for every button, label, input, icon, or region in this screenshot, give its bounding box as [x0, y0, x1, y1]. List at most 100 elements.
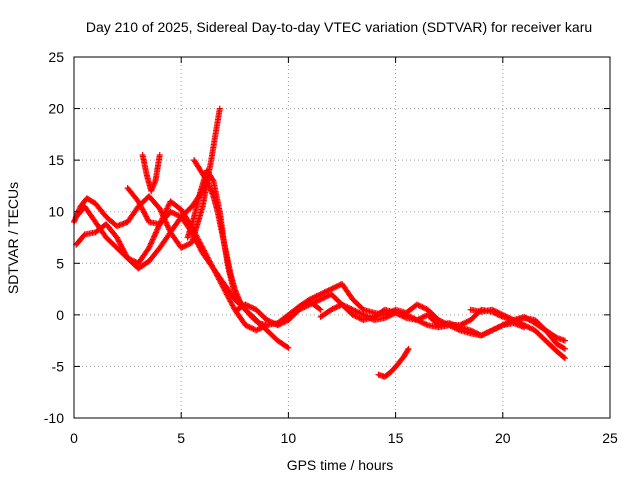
y-tick-label: -5 [52, 358, 65, 374]
data-point-marker [174, 211, 181, 218]
y-tick-label: -10 [44, 410, 64, 426]
data-point-marker [209, 176, 216, 183]
data-point-marker [125, 255, 132, 262]
data-point-marker [352, 307, 359, 314]
data-point-marker [149, 236, 156, 243]
data-point-marker [411, 315, 418, 322]
data-point-marker [170, 210, 177, 217]
data-point-marker [388, 311, 395, 318]
data-point-marker [321, 294, 328, 301]
data-point-marker [490, 326, 497, 333]
data-point-marker [493, 325, 500, 332]
data-point-marker [560, 345, 567, 352]
data-point-marker [182, 242, 189, 249]
data-point-marker [250, 305, 257, 312]
data-point-marker [502, 313, 509, 320]
data-point-marker [320, 289, 327, 296]
data-point-marker [447, 322, 454, 329]
data-point-marker [243, 302, 250, 309]
data-point-marker [407, 313, 414, 320]
data-point-marker [320, 295, 327, 302]
data-point-marker [359, 311, 366, 318]
data-point-marker [154, 226, 161, 233]
data-point-marker [363, 313, 370, 320]
data-point-marker [529, 326, 536, 333]
data-point-marker [334, 303, 341, 310]
data-point-marker [263, 317, 270, 324]
data-point-marker [329, 285, 336, 292]
data-point-marker [415, 302, 422, 309]
data-point-marker [423, 321, 430, 328]
data-point-marker [351, 307, 358, 314]
data-point-marker [451, 324, 458, 331]
data-point-marker [412, 316, 419, 323]
data-point-marker [265, 317, 272, 324]
data-point-marker [146, 244, 153, 251]
data-point-marker [129, 257, 136, 264]
data-point-marker [284, 344, 291, 351]
data-point-marker [420, 313, 427, 320]
data-point-marker [561, 345, 568, 352]
data-point-marker [317, 291, 324, 298]
data-point-marker [247, 304, 254, 311]
data-point-marker [330, 284, 337, 291]
data-point-marker [179, 244, 186, 251]
y-tick-label: 15 [48, 152, 64, 168]
x-tick-label: 20 [495, 430, 511, 446]
data-point-marker [455, 326, 462, 333]
data-point-marker [267, 318, 274, 325]
data-point-marker [178, 244, 185, 251]
y-tick-label: 5 [56, 255, 64, 271]
data-point-marker [438, 318, 445, 325]
data-point-marker [309, 295, 316, 302]
data-point-marker [418, 318, 425, 325]
data-point-marker [420, 320, 427, 327]
data-point-marker [458, 321, 465, 328]
data-point-marker [498, 311, 505, 318]
data-point-marker [345, 304, 352, 311]
data-point-marker [316, 297, 323, 304]
data-point-marker [384, 313, 391, 320]
data-point-marker [420, 304, 427, 311]
data-point-marker [560, 354, 567, 361]
data-point-marker [186, 240, 193, 247]
data-point-marker [361, 312, 368, 319]
data-point-marker [383, 314, 390, 321]
data-point-marker [381, 314, 388, 321]
data-point-marker [253, 327, 260, 334]
data-point-marker [172, 211, 179, 218]
data-point-marker [440, 319, 447, 326]
data-point-marker [334, 282, 341, 289]
data-point-marker [349, 311, 356, 318]
data-point-marker [322, 293, 329, 300]
data-point-marker [308, 295, 315, 302]
data-point-marker [247, 324, 254, 331]
data-point-marker [333, 304, 340, 311]
data-point-marker [314, 297, 321, 304]
data-point-marker [305, 302, 312, 309]
data-point-marker [454, 326, 461, 333]
data-point-marker [410, 315, 417, 322]
x-axis-title: GPS time / hours [287, 457, 394, 473]
data-point-marker [318, 290, 325, 297]
data-point-marker [485, 329, 492, 336]
series-track-11 [375, 345, 412, 380]
y-axis-title: SDTVAR / TECUs [5, 182, 21, 294]
data-point-marker [175, 212, 182, 219]
data-point-marker [414, 301, 421, 308]
data-point-marker [322, 288, 329, 295]
series-track-5 [139, 151, 163, 195]
data-point-marker [489, 306, 496, 313]
data-point-marker [404, 312, 411, 319]
series-track-4 [124, 184, 324, 334]
data-point-marker [491, 307, 498, 314]
data-point-marker [506, 315, 513, 322]
x-tick-label: 15 [388, 430, 404, 446]
data-point-marker [348, 306, 355, 313]
data-point-marker [131, 258, 138, 265]
data-point-marker [561, 355, 568, 362]
data-point-marker [124, 255, 131, 262]
data-point-marker [321, 289, 328, 296]
data-point-marker [266, 318, 273, 325]
data-point-marker [493, 308, 500, 315]
